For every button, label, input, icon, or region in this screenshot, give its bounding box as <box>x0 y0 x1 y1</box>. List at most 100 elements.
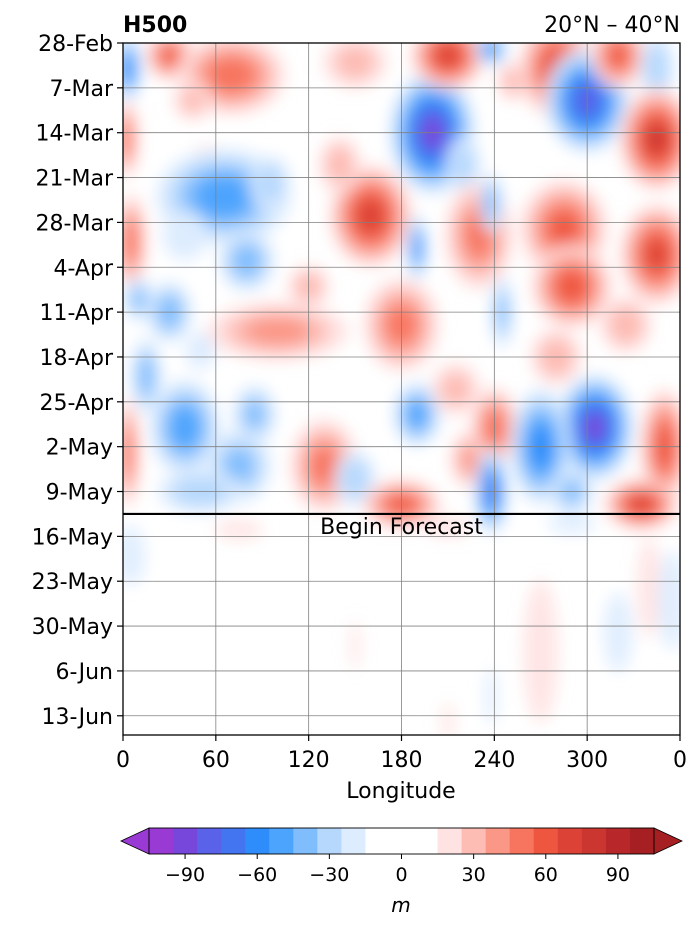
anomaly-feature-39 <box>475 43 507 66</box>
y-tick-label: 16-May <box>32 525 113 550</box>
anomaly-feature-63 <box>441 702 454 735</box>
anomaly-feature-34 <box>431 362 480 416</box>
colorbar-tick-label: −30 <box>309 864 349 886</box>
colorbar-tick-label: 0 <box>395 864 407 886</box>
heatmap-field <box>123 43 680 735</box>
x-tick-label: 180 <box>381 748 423 773</box>
anomaly-feature-59 <box>637 538 662 638</box>
colorbar-tick-label: 60 <box>534 864 558 886</box>
y-tick-label: 28-Mar <box>36 211 114 236</box>
chart-title-right: 20°N – 40°N <box>544 13 680 38</box>
anomaly-feature-9 <box>219 230 275 292</box>
anomaly-feature-67 <box>547 513 596 534</box>
colorbar-segment <box>245 828 270 854</box>
anomaly-feature-13 <box>124 277 153 322</box>
colorbar-tick-label: −90 <box>165 864 205 886</box>
anomaly-feature-11 <box>123 193 147 290</box>
anomaly-feature-66 <box>424 516 472 537</box>
anomaly-feature-51 <box>600 297 652 353</box>
colorbar-extend-min <box>120 827 150 855</box>
y-tick-label: 7-Mar <box>50 77 114 102</box>
colorbar-tick-label: 30 <box>462 864 486 886</box>
x-tick-label: 0 <box>116 748 130 773</box>
colorbar-segment <box>149 828 174 854</box>
y-tick-label: 13-Jun <box>41 705 113 730</box>
colorbar-segment <box>317 828 342 854</box>
anomaly-feature-47 <box>619 87 680 191</box>
x-tick-label: 0 <box>673 748 687 773</box>
colorbar-segment <box>509 828 535 854</box>
colorbar-segment <box>533 828 559 854</box>
forecast-label: Begin Forecast <box>320 515 483 540</box>
anomaly-feature-41 <box>480 172 503 234</box>
y-tick-label: 9-May <box>46 481 113 506</box>
anomaly-feature-5 <box>123 99 138 179</box>
grid-lines <box>123 43 680 735</box>
y-tick-label: 11-Apr <box>39 301 113 326</box>
y-tick-label: 6-Jun <box>55 660 113 685</box>
colorbar-extend-max <box>653 827 683 855</box>
anomaly-feature-27 <box>446 136 481 193</box>
anomaly-feature-65 <box>123 525 146 586</box>
anomaly-feature-2 <box>177 43 286 115</box>
anomaly-feature-19 <box>233 385 276 444</box>
anomaly-feature-62 <box>485 666 498 727</box>
anomaly-feature-50 <box>531 245 612 328</box>
y-tick-label: 14-Mar <box>36 122 114 147</box>
y-tick-label: 30-May <box>32 615 113 640</box>
anomaly-feature-68 <box>215 520 263 540</box>
colorbar-segment <box>581 828 607 854</box>
anomaly-feature-24 <box>334 450 376 507</box>
colorbar: −90 −60 −30 0 30 60 90 <box>120 827 683 886</box>
anomaly-feature-61 <box>657 550 680 650</box>
colorbar-segment <box>485 828 511 854</box>
colorbar-segment <box>437 828 463 854</box>
anomaly-feature-33 <box>393 382 441 447</box>
anomaly-feature-45 <box>590 43 646 89</box>
colorbar-segment <box>605 828 631 854</box>
anomaly-feature-30 <box>407 215 427 282</box>
y-axis-ticks: 28-Feb 7-Mar 14-Mar 21-Mar 28-Mar 4-Apr 11-Apr… <box>32 32 123 730</box>
anomaly-feature-3 <box>173 80 212 121</box>
anomaly-feature-0 <box>123 43 142 102</box>
anomaly-feature-58 <box>523 579 559 724</box>
anomaly-feature-14 <box>185 332 216 369</box>
x-tick-label: 120 <box>288 748 330 773</box>
anomaly-feature-64 <box>350 620 360 671</box>
colorbar-segment <box>293 828 318 854</box>
anomaly-feature-60 <box>603 592 633 673</box>
anomaly-feature-21 <box>123 397 140 509</box>
anomaly-feature-53 <box>556 374 634 481</box>
colorbar-segment <box>461 828 487 854</box>
anomaly-feature-49 <box>620 204 680 305</box>
colorbar-segment <box>341 828 366 854</box>
colorbar-segment <box>269 828 294 854</box>
anomaly-feature-10 <box>162 210 207 260</box>
x-axis-ticks: 0 60 120 180 240 300 0 <box>116 735 687 773</box>
colorbar-label: m <box>391 893 410 917</box>
x-tick-label: 240 <box>473 748 515 773</box>
colorbar-segment <box>197 828 222 854</box>
y-tick-label: 18-Apr <box>39 346 113 371</box>
x-tick-label: 60 <box>202 748 230 773</box>
colorbar-tick-label: 90 <box>606 864 630 886</box>
chart-title-left: H500 <box>123 13 187 38</box>
x-axis-label: Longitude <box>346 779 455 804</box>
colorbar-tick-label: −60 <box>237 864 277 886</box>
anomaly-feature-31 <box>445 180 513 290</box>
anomaly-feature-15 <box>207 302 349 361</box>
anomaly-feature-8 <box>249 156 291 212</box>
colorbar-segment <box>365 828 439 854</box>
colorbar-segment <box>629 828 655 854</box>
y-tick-label: 28-Feb <box>38 32 113 57</box>
y-tick-label: 25-Apr <box>39 391 113 416</box>
y-tick-label: 4-Apr <box>53 256 113 281</box>
anomaly-feature-29 <box>319 136 360 193</box>
anomaly-feature-56 <box>604 478 679 530</box>
y-tick-label: 2-May <box>46 436 113 461</box>
colorbar-segment <box>557 828 583 854</box>
x-tick-label: 300 <box>566 748 608 773</box>
anomaly-feature-28 <box>329 165 412 267</box>
y-tick-label: 23-May <box>32 570 113 595</box>
